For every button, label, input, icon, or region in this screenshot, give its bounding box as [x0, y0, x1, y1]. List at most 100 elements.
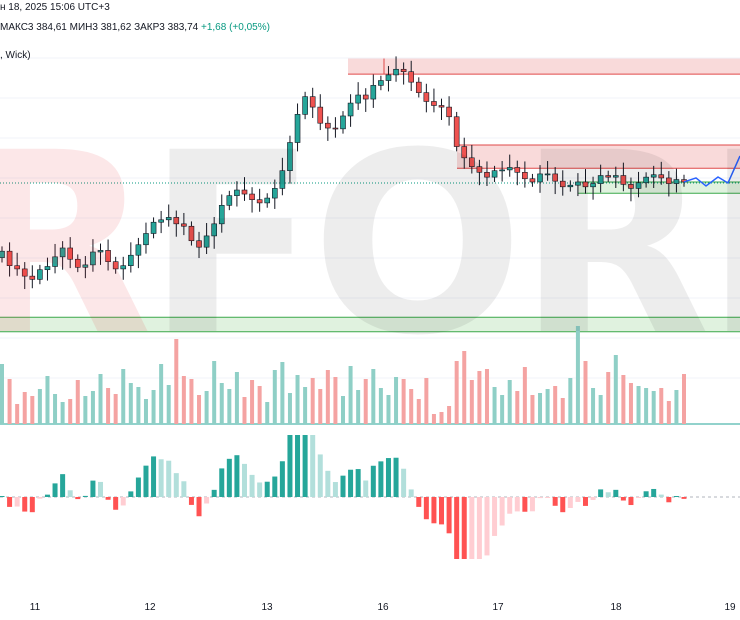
support-zone — [0, 317, 740, 332]
volume-bar — [53, 394, 58, 424]
volume-bar — [394, 377, 399, 424]
volume-bar — [113, 394, 118, 424]
volume-bar — [128, 383, 133, 424]
histogram-bar — [98, 481, 104, 497]
candle-up — [355, 94, 361, 104]
candle-down — [400, 68, 407, 72]
histogram-bar — [196, 497, 202, 517]
candle-down — [309, 96, 316, 108]
volume-bar — [22, 392, 27, 424]
candle-up — [90, 251, 96, 266]
candle-up — [82, 264, 89, 268]
candle-down — [469, 157, 475, 167]
change-text: +1,68 (+0,05%) — [201, 22, 270, 33]
volume-bar — [553, 386, 558, 424]
histogram-bar — [385, 458, 391, 497]
candle-up — [575, 181, 581, 186]
candle-up — [158, 219, 164, 223]
histogram-bar — [257, 482, 263, 497]
histogram-bar — [287, 435, 293, 497]
volume-bar — [136, 387, 141, 424]
histogram-bar — [454, 497, 460, 559]
candle-up — [378, 80, 384, 86]
indicator-legend[interactable]: , Wick) — [0, 50, 31, 61]
candle-up — [612, 175, 619, 178]
histogram-bar — [37, 497, 43, 499]
volume-bar — [265, 402, 270, 424]
volume-bar — [462, 351, 467, 424]
volume-bar — [219, 383, 224, 424]
histogram-bar — [613, 489, 619, 497]
histogram-bar — [378, 461, 384, 497]
candle-up — [643, 176, 649, 184]
histogram-bar — [75, 497, 81, 500]
volume-bar — [60, 402, 65, 424]
price-chart[interactable] — [0, 0, 740, 598]
candle-down — [514, 167, 521, 173]
histogram-bar — [590, 497, 596, 500]
candle-down — [256, 199, 263, 204]
volume-bar — [469, 380, 474, 424]
volume-bar — [371, 369, 376, 424]
volume-bar — [477, 371, 482, 424]
volume-bar — [606, 372, 611, 424]
histogram-bar — [60, 474, 66, 497]
histogram-bar — [363, 480, 369, 497]
candle-down — [196, 240, 202, 248]
candle-up — [44, 266, 51, 271]
candle-down — [552, 173, 558, 182]
histogram-bar — [279, 461, 285, 497]
volume-bar — [659, 388, 664, 424]
candle-up — [393, 68, 399, 76]
candle-down — [332, 127, 339, 130]
candle-down — [605, 175, 612, 178]
histogram-bar — [52, 483, 58, 497]
volume-bar — [189, 379, 194, 424]
volume-bar — [257, 386, 262, 424]
volume-bar — [363, 379, 368, 424]
volume-bar — [318, 389, 323, 424]
candle-up — [287, 142, 293, 171]
volume-bar — [575, 326, 580, 424]
histogram-bar — [7, 497, 13, 507]
volume-bar — [591, 388, 596, 424]
volume-bar — [341, 396, 345, 424]
volume-bar — [242, 397, 247, 424]
candle-up — [537, 173, 543, 183]
histogram-bar — [128, 491, 134, 497]
volume-bar — [431, 414, 436, 424]
candle-down — [112, 261, 119, 270]
histogram-bar — [295, 435, 301, 497]
resistance-zone — [457, 144, 740, 169]
histogram-bar — [416, 497, 422, 507]
volume-bar — [68, 399, 73, 424]
volume-bar — [83, 396, 88, 424]
candle-down — [620, 175, 627, 185]
volume-bar — [682, 374, 686, 424]
histogram-bar — [605, 492, 611, 497]
volume-bar — [280, 362, 285, 424]
histogram-bars — [0, 435, 687, 559]
histogram-bar — [151, 456, 157, 497]
histogram-bar — [317, 454, 323, 497]
time-axis-label: 19 — [724, 602, 736, 613]
volume-bar — [287, 393, 292, 424]
candle-up — [673, 179, 680, 184]
histogram-bar — [113, 497, 119, 510]
volume-bar — [447, 406, 452, 424]
candle-up — [635, 182, 642, 189]
volume-bar — [15, 404, 20, 424]
volume-bar — [143, 399, 148, 424]
candle-up — [340, 115, 346, 130]
time-axis[interactable]: 11 12 13 16 17 18 19 — [0, 598, 740, 620]
volume-bar — [159, 364, 164, 424]
candle-down — [522, 172, 528, 180]
candle-up — [234, 189, 240, 196]
forecast-line — [683, 155, 740, 187]
volume-bar — [666, 401, 671, 424]
candle-down — [423, 92, 430, 102]
histogram-bar — [666, 497, 672, 503]
volume-bar — [348, 366, 353, 424]
time-axis-label: 11 — [29, 602, 41, 613]
candle-down — [325, 122, 331, 129]
